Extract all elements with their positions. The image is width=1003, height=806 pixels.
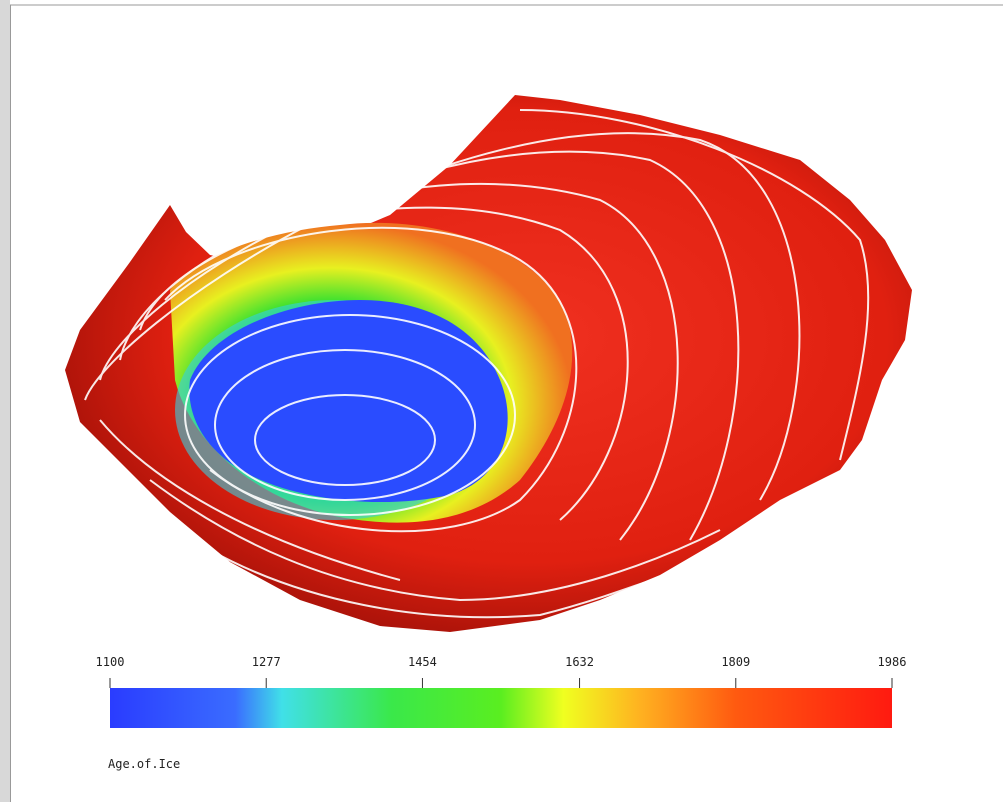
colorbar-tick-label: 1986 <box>878 655 907 669</box>
colorbar-tick-label: 1809 <box>721 655 750 669</box>
colorbar-tick-label: 1454 <box>408 655 437 669</box>
colorbar-tick-label: 1632 <box>565 655 594 669</box>
colorbar-tick-label: 1277 <box>252 655 281 669</box>
side-strip <box>0 0 10 802</box>
colorbar <box>110 688 892 728</box>
colorbar-label: Age.of.Ice <box>108 757 180 771</box>
surface <box>65 95 912 632</box>
colorbar-tick-label: 1100 <box>96 655 125 669</box>
